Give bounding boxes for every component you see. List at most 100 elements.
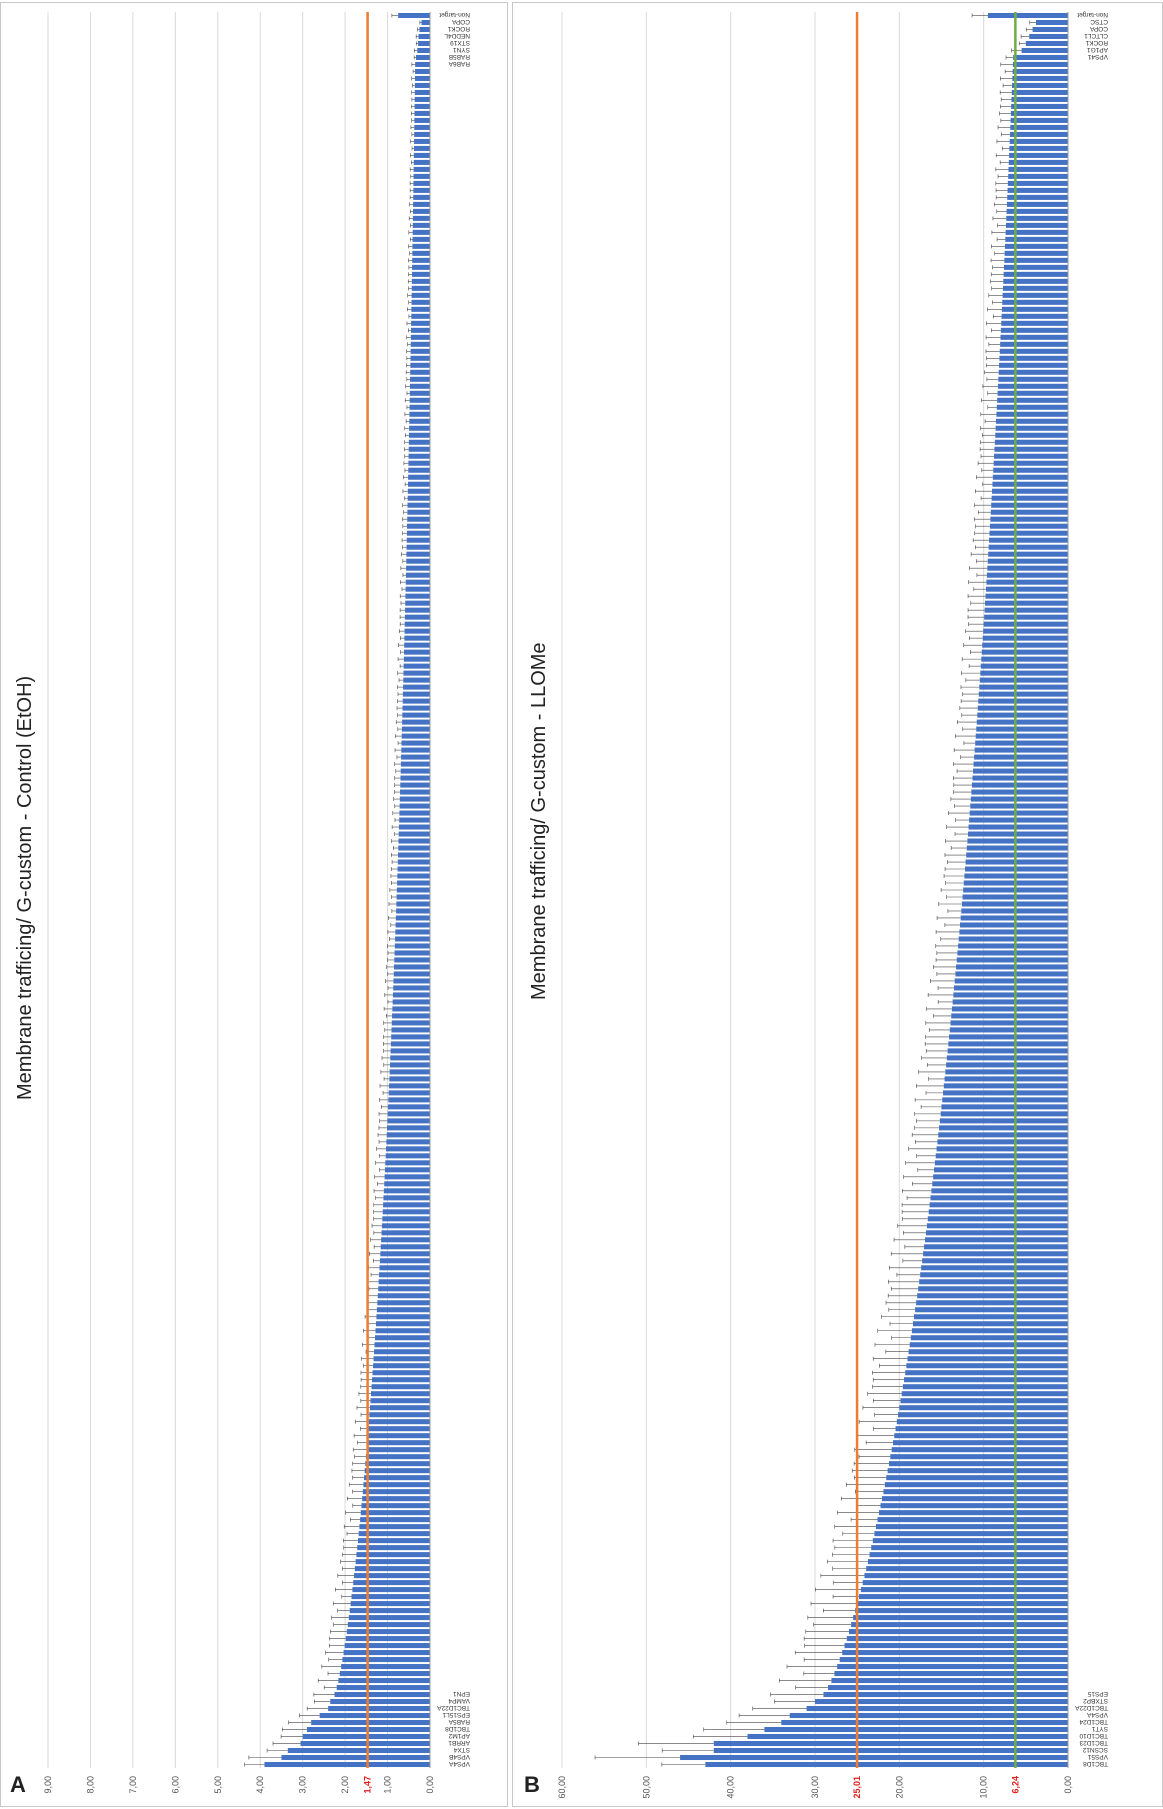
- bar: [393, 985, 430, 991]
- bar: [968, 824, 1068, 830]
- category-label: CTSC: [1090, 18, 1108, 25]
- category-label: CLTCL1: [1084, 32, 1108, 39]
- bar: [987, 558, 1068, 564]
- bar: [976, 726, 1068, 732]
- bar: [405, 607, 430, 613]
- bar: [373, 1363, 430, 1369]
- bar: [339, 1671, 430, 1677]
- category-label: STX4: [453, 1746, 470, 1753]
- category-label: VPS41: [1087, 53, 1108, 60]
- bar: [408, 446, 430, 452]
- bar: [394, 964, 430, 970]
- bar: [926, 1223, 1068, 1229]
- bar: [411, 292, 430, 298]
- bar: [371, 1384, 430, 1390]
- bar: [410, 376, 430, 382]
- bar: [952, 999, 1068, 1005]
- bar: [414, 96, 430, 102]
- bar: [1010, 124, 1068, 130]
- bar: [1012, 82, 1068, 88]
- bar: [396, 887, 430, 893]
- bar: [925, 1237, 1068, 1243]
- bar: [974, 754, 1068, 760]
- bar: [837, 1664, 1068, 1670]
- bar: [410, 341, 430, 347]
- bar: [1004, 243, 1068, 249]
- bar: [937, 1139, 1068, 1145]
- category-label: EPS15: [1087, 1690, 1108, 1697]
- bar: [967, 831, 1068, 837]
- bar: [879, 1510, 1068, 1516]
- bar: [390, 1041, 430, 1047]
- bar: [954, 978, 1068, 984]
- bar: [353, 1580, 430, 1586]
- category-label: TBC1D24: [1079, 1718, 1108, 1725]
- bar: [405, 586, 430, 592]
- bar: [369, 1412, 430, 1418]
- bar: [1002, 299, 1068, 305]
- bar: [984, 607, 1068, 613]
- bar: [370, 1398, 430, 1404]
- bar: [996, 404, 1068, 410]
- bar: [408, 453, 430, 459]
- bar: [898, 1412, 1068, 1418]
- bar: [402, 705, 430, 711]
- bar: [951, 1013, 1068, 1019]
- bar: [356, 1552, 430, 1558]
- bar: [410, 334, 430, 340]
- bar: [287, 1747, 430, 1754]
- bar: [406, 537, 430, 543]
- bar: [987, 12, 1068, 19]
- bar: [884, 1482, 1068, 1488]
- bar: [379, 1258, 430, 1264]
- bar: [400, 775, 430, 781]
- category-label: STXBP2: [1083, 1697, 1108, 1704]
- bar: [909, 1342, 1068, 1348]
- bar: [406, 565, 430, 571]
- bar: [985, 586, 1068, 592]
- bar: [680, 1754, 1068, 1761]
- category-label: VAMP4: [448, 1697, 470, 1704]
- bar: [953, 992, 1068, 998]
- bar: [421, 19, 430, 26]
- bar: [405, 600, 430, 606]
- bar: [871, 1545, 1068, 1551]
- bar: [396, 901, 430, 907]
- bar: [956, 957, 1068, 963]
- bar: [398, 831, 430, 837]
- panel-a-chart: 0,00 1,00 2,00 3,00 4,00 5,00 6,00 7,00 8,00 9,00…: [43, 11, 470, 1794]
- bar: [911, 1328, 1068, 1334]
- bar: [1029, 33, 1068, 40]
- bar: [388, 1090, 430, 1096]
- bar: [410, 327, 430, 333]
- bar: [406, 544, 430, 550]
- panel-b-letter: B: [524, 1772, 540, 1797]
- bar: [949, 1034, 1068, 1040]
- bar: [413, 194, 430, 200]
- bar: [988, 544, 1068, 550]
- bar: [402, 691, 430, 697]
- bar: [1002, 292, 1068, 298]
- bar: [966, 852, 1068, 858]
- bar: [407, 488, 430, 494]
- bar: [378, 1286, 430, 1292]
- bar: [848, 1629, 1068, 1635]
- bar: [404, 635, 430, 641]
- bar: [392, 992, 430, 998]
- tick-label: 20,00: [894, 1776, 904, 1799]
- bar: [408, 467, 430, 473]
- bar: [1013, 54, 1068, 60]
- bar: [943, 1083, 1068, 1089]
- bar: [974, 747, 1068, 753]
- bar: [404, 649, 430, 655]
- bar: [408, 439, 430, 445]
- bar: [374, 1342, 430, 1348]
- bar: [381, 1237, 430, 1243]
- bar: [350, 1601, 430, 1607]
- bar: [994, 446, 1068, 452]
- bar: [404, 628, 430, 634]
- bar: [407, 509, 430, 515]
- bar: [414, 103, 430, 109]
- bar: [354, 1573, 430, 1579]
- bar: [394, 957, 430, 963]
